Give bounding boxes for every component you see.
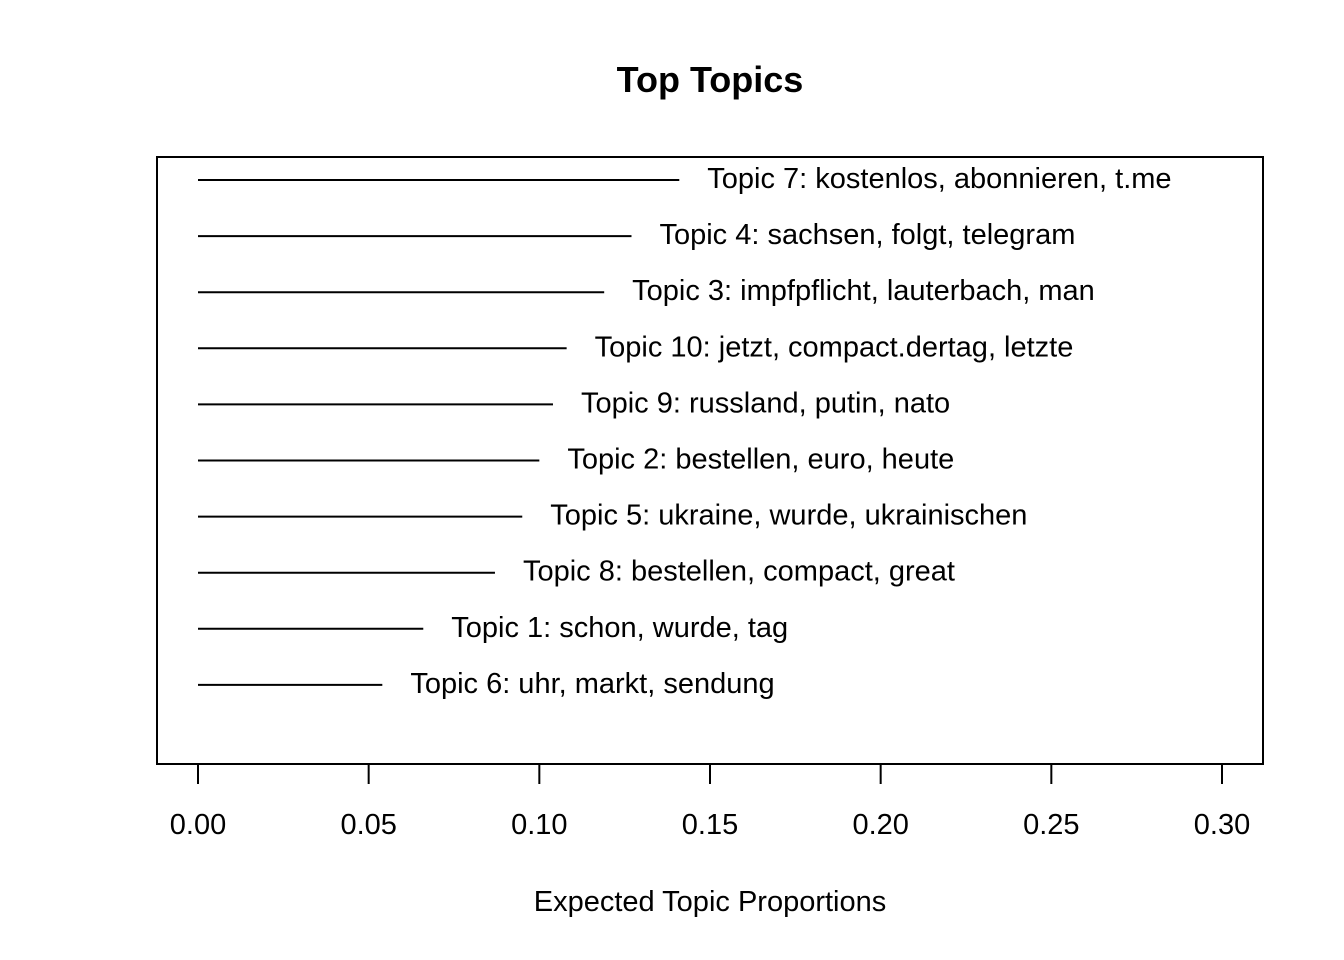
topic-label: Topic 10: jetzt, compact.dertag, letzte xyxy=(595,331,1074,363)
chart-title: Top Topics xyxy=(617,59,804,100)
topic-label: Topic 3: impfpflicht, lauterbach, man xyxy=(632,275,1095,307)
x-tick-label: 0.25 xyxy=(1023,809,1079,841)
topic-label: Topic 9: russland, putin, nato xyxy=(581,387,950,419)
topic-label: Topic 1: schon, wurde, tag xyxy=(451,612,788,644)
topic-label: Topic 4: sachsen, folgt, telegram xyxy=(659,219,1075,251)
x-tick-label: 0.10 xyxy=(511,809,567,841)
topic-label: Topic 5: ukraine, wurde, ukrainischen xyxy=(550,500,1027,532)
x-axis: 0.00 0.05 0.10 0.15 0.20 0.25 0.30 xyxy=(170,763,1250,841)
topic-label: Topic 6: uhr, markt, sendung xyxy=(410,668,774,700)
topic-label: Topic 8: bestellen, compact, great xyxy=(523,556,955,588)
x-axis-label: Expected Topic Proportions xyxy=(534,886,887,918)
x-tick-label: 0.30 xyxy=(1194,809,1250,841)
x-tick-label: 0.20 xyxy=(852,809,908,841)
topic-lines: Topic 7: kostenlos, abonnieren, t.me Topi… xyxy=(198,163,1172,700)
x-tick-label: 0.05 xyxy=(340,809,396,841)
x-tick-label: 0.15 xyxy=(682,809,738,841)
x-tick-label: 0.00 xyxy=(170,809,226,841)
topic-label: Topic 2: bestellen, euro, heute xyxy=(567,444,954,476)
topic-label: Topic 7: kostenlos, abonnieren, t.me xyxy=(707,163,1171,195)
